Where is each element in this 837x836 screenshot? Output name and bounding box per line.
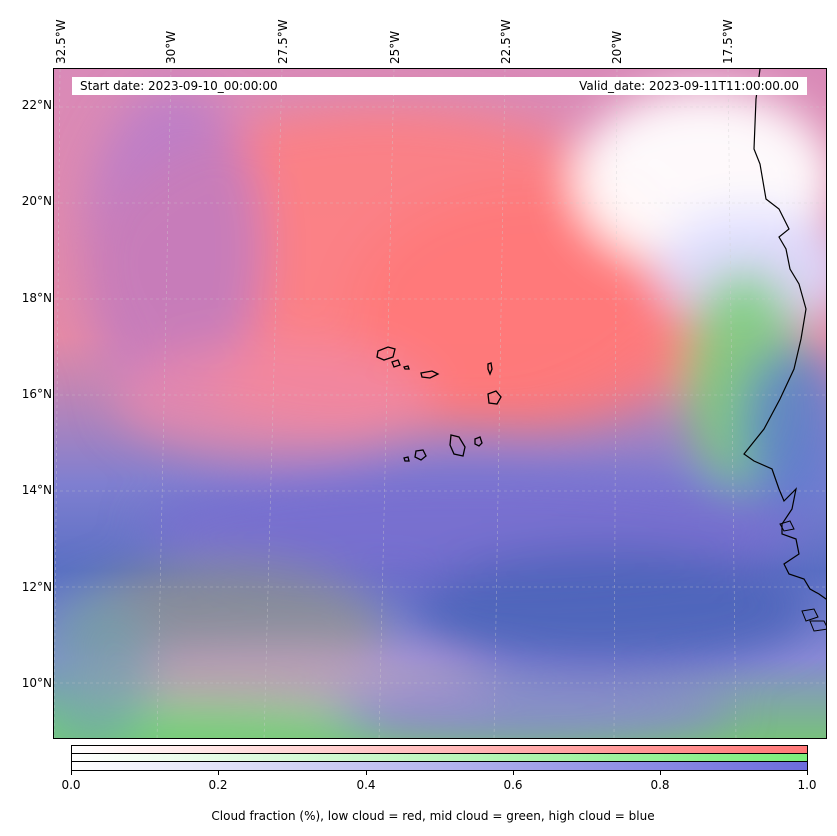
island-boa-vista: [487, 390, 502, 405]
cape-verde-islands: [376, 346, 502, 462]
colorbar-low-cloud-red: [72, 746, 807, 754]
gridlines: [54, 69, 826, 738]
cloud-fraction-map: Start date: 2023-09-10_00:00:00 Valid_da…: [53, 68, 827, 739]
colorbar-tickmark: [366, 771, 367, 775]
colorbar-tickmark: [660, 771, 661, 775]
colorbar-tickmark: [71, 771, 72, 775]
lat-label-10n: 10°N: [21, 676, 52, 690]
africa-coast-islets: [779, 520, 826, 632]
colorbar-tick-label: 0.8: [650, 778, 670, 792]
lon-label-20w: 20°W: [610, 30, 624, 64]
africa-coastline: [743, 69, 826, 600]
colorbar-tick-label: 0.4: [356, 778, 376, 792]
colorbar-high-cloud-blue: [72, 762, 807, 770]
island-fogo: [414, 449, 427, 461]
island-santo-antao: [376, 346, 396, 361]
lon-label-22-5w: 22.5°W: [499, 19, 513, 64]
start-date-label: Start date: 2023-09-10_00:00:00: [80, 79, 278, 93]
date-header-bar: Start date: 2023-09-10_00:00:00 Valid_da…: [72, 77, 807, 95]
colorbar-tick-label: 1.0: [797, 778, 817, 792]
lat-label-18n: 18°N: [21, 291, 52, 305]
island-sal: [487, 362, 493, 376]
lon-label-30w: 30°W: [164, 30, 178, 64]
colorbar-tickmark: [513, 771, 514, 775]
colorbar-mid-cloud-green: [72, 754, 807, 762]
lat-label-12n: 12°N: [21, 580, 52, 594]
island-brava: [403, 456, 410, 462]
cloud-field-svg: [54, 69, 826, 738]
colorbar-tick-label: 0.6: [503, 778, 523, 792]
lat-label-14n: 14°N: [21, 483, 52, 497]
island-santa-luzia: [403, 365, 410, 370]
island-maio: [474, 436, 483, 447]
colorbar-tick-label: 0.0: [61, 778, 81, 792]
cloud-field: [54, 89, 826, 738]
lat-label-16n: 16°N: [21, 387, 52, 401]
island-santiago: [449, 434, 466, 457]
lat-label-22n: 22°N: [21, 98, 52, 112]
lon-label-17-5w: 17.5°W: [721, 19, 735, 64]
colorbar: [71, 745, 808, 771]
island-sao-vicente: [391, 359, 401, 368]
valid-date-label: Valid_date: 2023-09-11T11:00:00.00: [579, 79, 799, 93]
colorbar-label: Cloud fraction (%), low cloud = red, mid…: [211, 809, 655, 823]
lon-label-27-5w: 27.5°W: [276, 19, 290, 64]
island-sao-nicolau: [420, 370, 440, 379]
lon-label-25w: 25°W: [388, 30, 402, 64]
lat-label-20n: 20°N: [21, 194, 52, 208]
lon-label-32-5w: 32.5°W: [54, 19, 68, 64]
colorbar-tick-label: 0.2: [208, 778, 228, 792]
colorbar-tickmark: [807, 771, 808, 775]
colorbar-tickmark: [218, 771, 219, 775]
